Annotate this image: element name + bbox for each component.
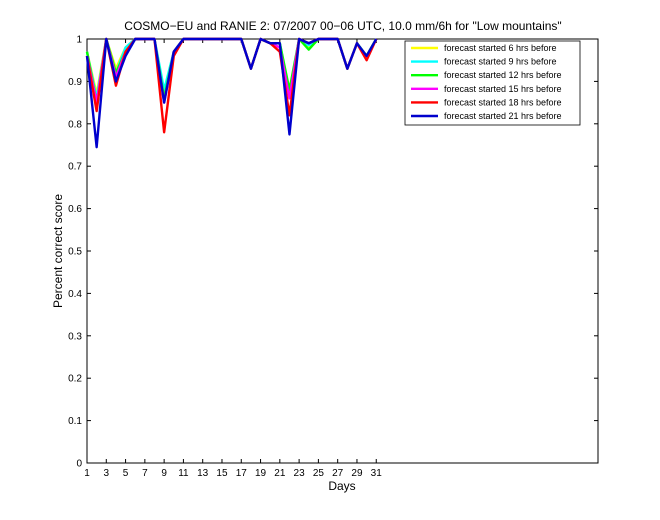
- x-tick-labels: 1 3 5 7 9 11 13 15 17 19 21 23 25 27 29 31: [84, 468, 382, 479]
- series-line-6: [85, 37, 378, 149]
- legend-entries: forecast started 6 hrs before forecast st…: [411, 43, 562, 121]
- x-tick-label: 25: [313, 468, 325, 479]
- axis-ticks: [86, 38, 598, 464]
- x-tick-label: 21: [274, 468, 286, 479]
- legend-label-2: forecast started 9 hrs before: [444, 57, 557, 67]
- y-tick-label: 0.1: [68, 416, 82, 427]
- legend-label-5: forecast started 18 hrs before: [444, 97, 562, 107]
- chart-title: COSMO−EU and RANIE 2: 07/2007 00−06 UTC,…: [124, 19, 561, 33]
- y-tick-label: 0.6: [68, 204, 82, 215]
- x-tick-label: 27: [332, 468, 344, 479]
- x-tick-label: 31: [371, 468, 383, 479]
- y-tick-label: 0.3: [68, 331, 82, 342]
- y-tick-label: 0: [76, 459, 82, 470]
- x-tick-label: 1: [84, 468, 90, 479]
- y-tick-label: 1: [76, 35, 82, 46]
- x-tick-label: 9: [161, 468, 167, 479]
- y-tick-label: 0.4: [68, 289, 82, 300]
- y-axis-label: Percent correct score: [51, 194, 65, 308]
- y-tick-label: 0.9: [68, 77, 82, 88]
- legend: forecast started 6 hrs before forecast st…: [404, 40, 581, 126]
- y-tick-labels: 0 0.1 0.2 0.3 0.4 0.5 0.6 0.7 0.8 0.9 1: [68, 35, 82, 470]
- y-tick-label: 0.5: [68, 247, 82, 258]
- x-tick-label: 15: [216, 468, 228, 479]
- y-tick-label: 0.8: [68, 119, 82, 130]
- x-tick-label: 7: [142, 468, 148, 479]
- legend-label-4: forecast started 15 hrs before: [444, 84, 562, 94]
- legend-label-3: forecast started 12 hrs before: [444, 70, 562, 80]
- x-tick-label: 5: [123, 468, 129, 479]
- x-tick-label: 23: [294, 468, 306, 479]
- y-tick-label: 0.7: [68, 162, 82, 173]
- legend-label-6: forecast started 21 hrs before: [444, 111, 562, 121]
- x-tick-label: 3: [104, 468, 110, 479]
- series-lines: [85, 37, 378, 149]
- legend-box: [404, 40, 581, 126]
- x-tick-label: 17: [236, 468, 248, 479]
- x-tick-label: 19: [255, 468, 267, 479]
- x-tick-label: 13: [197, 468, 209, 479]
- x-tick-label: 29: [351, 468, 363, 479]
- legend-label-1: forecast started 6 hrs before: [444, 43, 557, 53]
- y-tick-label: 0.2: [68, 374, 82, 385]
- x-tick-label: 11: [178, 468, 189, 479]
- x-axis-label: Days: [328, 479, 355, 493]
